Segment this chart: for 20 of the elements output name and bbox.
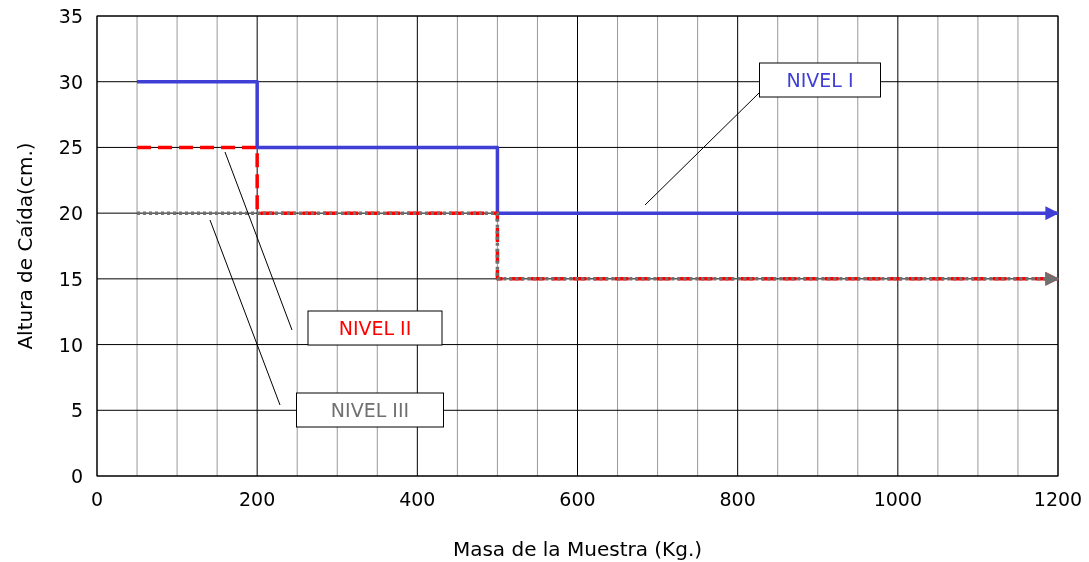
y-tick-label: 5: [70, 399, 83, 422]
y-tick-label: 20: [58, 202, 83, 225]
y-tick-label: 0: [70, 465, 83, 487]
text: NIVEL III: [330, 399, 410, 421]
y-tick-label: 30: [58, 70, 83, 93]
x-tick-label: 1000: [873, 488, 923, 510]
x-tick-label: 600: [559, 488, 596, 510]
y-tick-label: 15: [58, 267, 83, 290]
x-tick-label: 800: [719, 488, 756, 510]
y-tick-label: 35: [58, 5, 83, 27]
x-tick-label: 400: [399, 488, 436, 510]
x-tick-label: 200: [239, 488, 276, 510]
y-axis-title: Altura de Caída(cm.): [13, 142, 37, 350]
x-tick-label: 0: [90, 488, 104, 510]
x-axis-title: Masa de la Muestra (Kg.): [452, 537, 703, 561]
text: NIVEL I: [786, 69, 854, 91]
y-tick-label: 10: [58, 333, 83, 356]
text: NIVEL II: [338, 317, 412, 339]
y-tick-label: 25: [58, 136, 83, 159]
x-tick-label: 1200: [1033, 488, 1083, 510]
